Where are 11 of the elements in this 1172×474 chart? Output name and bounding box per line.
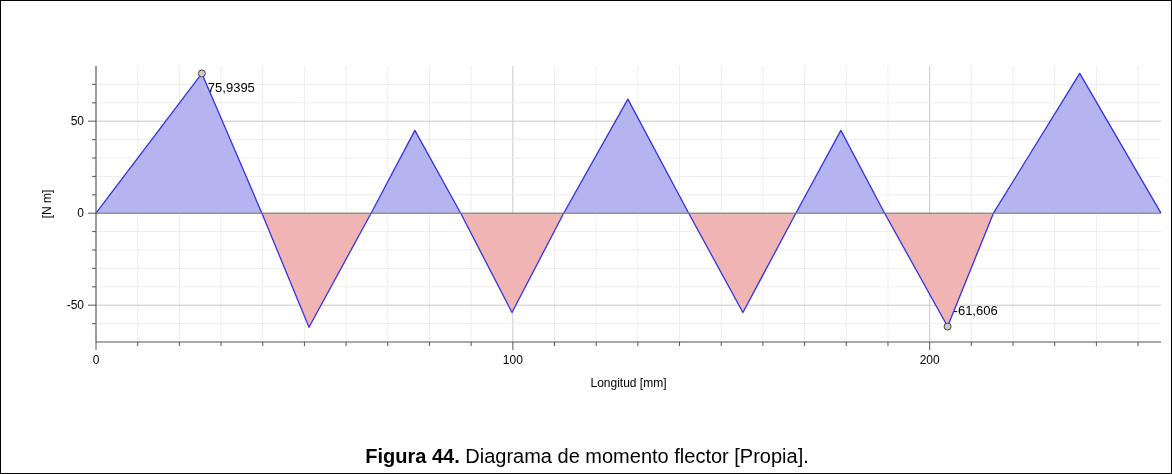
x-axis-title: Longitud [mm] bbox=[590, 376, 667, 390]
x-tick-label: 0 bbox=[92, 353, 100, 367]
annotation: 75,9395 bbox=[207, 80, 255, 96]
annotation: -61,606 bbox=[953, 302, 998, 318]
x-tick-label: 200 bbox=[919, 353, 940, 367]
y-axis-title: [N m] bbox=[40, 189, 54, 219]
y-tick-label: 0 bbox=[77, 206, 85, 221]
y-tick-label: -50 bbox=[66, 298, 85, 313]
text: Figura 44. Diagrama de momento flector [Propia]. bbox=[365, 445, 809, 467]
x-tick-label: 100 bbox=[502, 353, 524, 367]
y-tick-label: 50 bbox=[70, 114, 85, 129]
